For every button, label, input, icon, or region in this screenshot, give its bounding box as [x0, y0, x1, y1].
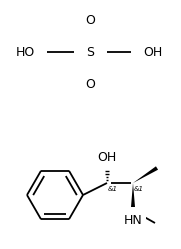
Text: OH: OH: [97, 150, 117, 164]
Polygon shape: [131, 183, 135, 207]
Text: HN: HN: [124, 213, 142, 227]
Text: O: O: [85, 13, 95, 26]
Text: &1: &1: [134, 186, 144, 192]
Text: &1: &1: [108, 186, 118, 192]
Polygon shape: [133, 166, 158, 183]
Text: HO: HO: [15, 46, 35, 59]
Text: S: S: [86, 46, 94, 59]
Text: O: O: [85, 77, 95, 90]
Text: OH: OH: [143, 46, 163, 59]
